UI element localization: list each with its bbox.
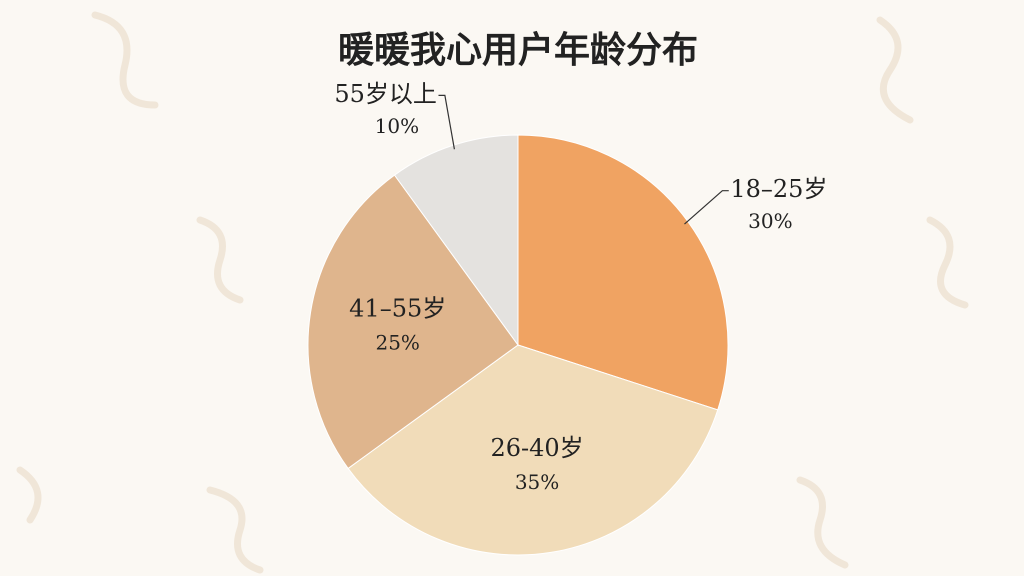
squiggle (796, 476, 849, 569)
squiggle (16, 466, 42, 524)
slice-label: 55岁以上 (334, 80, 437, 108)
value-label: 10% (375, 114, 419, 138)
value-label: 25% (375, 330, 419, 354)
value-label: 35% (515, 470, 559, 494)
squiggle (876, 16, 914, 124)
chart-title: 暖暖我心用户年龄分布 (338, 30, 698, 71)
squiggle (196, 216, 244, 304)
pie-slice (307, 174, 519, 470)
slice-label: 26-40岁 (490, 434, 583, 462)
squiggle (206, 486, 264, 574)
leader-line (438, 94, 455, 150)
background-decoration (16, 11, 969, 574)
slice-label: 41–55岁 (349, 294, 446, 322)
leader-line (684, 190, 729, 225)
squiggle (926, 216, 969, 309)
value-label: 30% (748, 209, 792, 233)
slice-label: 18–25岁 (730, 175, 827, 203)
pie-slice (347, 344, 719, 556)
squiggle (91, 11, 159, 109)
